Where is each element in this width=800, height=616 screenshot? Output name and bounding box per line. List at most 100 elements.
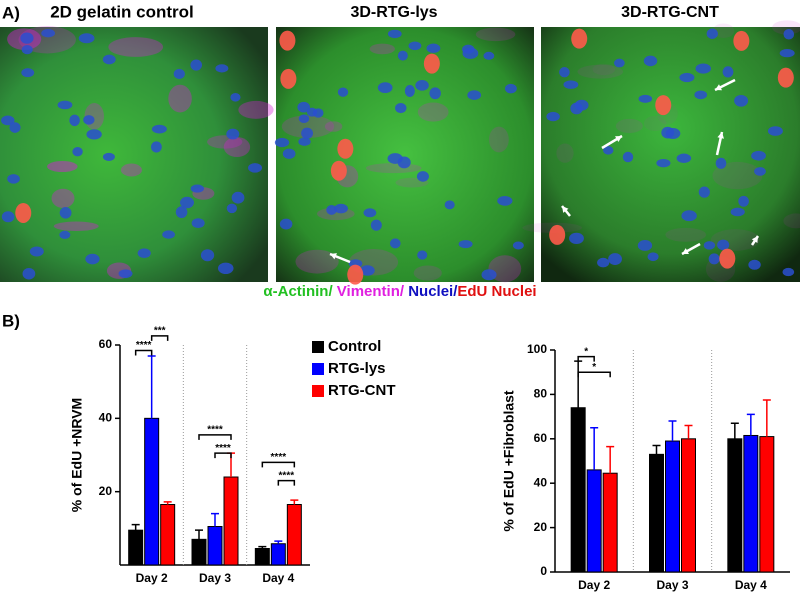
nucleus — [41, 29, 56, 38]
nucleus — [738, 195, 749, 207]
cell-texture — [772, 20, 800, 35]
significance-label: **** — [215, 443, 231, 454]
micrograph — [276, 27, 534, 282]
nucleus — [297, 101, 311, 113]
cell-texture — [665, 227, 707, 242]
x-tick-label: Day 4 — [262, 571, 294, 585]
significance-label: * — [584, 346, 588, 357]
edu-nucleus — [733, 30, 750, 51]
x-tick-label: Day 3 — [656, 578, 688, 592]
nucleus — [679, 72, 695, 83]
error-bar — [730, 422, 739, 439]
significance-label: **** — [279, 470, 295, 481]
cell-texture — [47, 160, 78, 173]
nucleus — [301, 127, 314, 139]
nucleus — [298, 137, 311, 146]
significance-bracket — [198, 434, 232, 440]
bar — [144, 417, 160, 566]
y-tick-label: 20 — [534, 520, 548, 534]
legend-swatch — [312, 385, 324, 397]
nucleus — [190, 59, 203, 71]
nucleus — [387, 29, 402, 39]
nucleus — [706, 28, 718, 39]
nucleus — [180, 196, 194, 209]
significance-label: **** — [136, 340, 152, 351]
nucleus — [274, 137, 290, 148]
error-bar — [147, 355, 156, 419]
edu-nucleus — [777, 67, 794, 88]
nucleus — [754, 167, 766, 176]
nucleus — [72, 146, 83, 157]
nucleus — [326, 205, 337, 215]
nucleus — [226, 203, 238, 214]
nucleus — [363, 208, 377, 218]
nucleus — [83, 115, 95, 125]
bar — [207, 526, 223, 566]
cell-texture — [783, 213, 800, 229]
x-tick-label: Day 2 — [578, 578, 610, 592]
nucleus — [231, 191, 245, 204]
micrograph — [0, 27, 268, 282]
nucleus — [603, 146, 614, 155]
nucleus — [748, 259, 761, 270]
cell-texture — [295, 249, 339, 274]
image-title: 3D-RTG-lys — [350, 4, 437, 21]
nucleus — [7, 174, 20, 184]
nucleus — [21, 68, 35, 78]
nucleus — [462, 47, 479, 59]
nucleus — [248, 163, 262, 173]
edu-nucleus — [347, 264, 364, 285]
nucleus — [643, 55, 658, 67]
cell-texture — [108, 37, 164, 57]
y-tick-label: 20 — [99, 484, 113, 498]
bar — [602, 472, 618, 573]
nucleus — [415, 80, 429, 91]
nucleus — [698, 186, 710, 198]
nucleus — [569, 232, 584, 244]
bar — [586, 469, 602, 573]
nucleus — [226, 128, 240, 140]
nucleus — [1, 115, 15, 126]
nucleus — [397, 50, 408, 61]
bar — [191, 538, 207, 566]
legend-label: RTG-lys — [328, 360, 386, 377]
nucleus — [417, 250, 428, 260]
significance-label: *** — [154, 325, 166, 336]
cell-texture — [712, 23, 735, 38]
nucleus — [162, 230, 175, 239]
nucleus — [505, 83, 517, 94]
nucleus — [730, 207, 745, 217]
nucleus — [404, 85, 415, 97]
cell-texture — [238, 100, 274, 119]
nucleus — [722, 66, 734, 78]
y-tick-label: 0 — [540, 564, 547, 578]
cell-texture — [18, 26, 76, 54]
bar — [681, 438, 696, 573]
cell-texture — [488, 255, 522, 283]
bar — [570, 407, 586, 573]
arrow-head — [751, 236, 758, 243]
error-bar — [606, 445, 615, 474]
cell-texture — [324, 121, 343, 132]
cell-texture — [369, 43, 395, 55]
nucleus — [681, 210, 697, 222]
nucleus — [86, 129, 102, 140]
cell-texture — [643, 115, 667, 132]
stain-caption: α-Actinin/ Vimentin/ Nuclei/EdU Nuclei — [263, 283, 536, 300]
cell-texture — [488, 126, 509, 153]
caption-part: Nuclei/ — [404, 283, 458, 300]
nucleus — [85, 253, 100, 265]
cell-texture — [417, 102, 449, 122]
bar — [128, 529, 144, 566]
x-tick-label: Day 4 — [735, 578, 767, 592]
nucleus — [387, 153, 403, 164]
significance-bracket — [261, 461, 296, 468]
arrow-head — [715, 84, 722, 91]
caption-part: EdU Nuclei — [457, 283, 536, 300]
nucleus — [512, 241, 524, 250]
error-bar — [668, 420, 677, 442]
error-bar — [258, 545, 267, 549]
nucleus — [389, 238, 401, 249]
nucleus — [661, 126, 675, 139]
nucleus — [173, 68, 185, 80]
